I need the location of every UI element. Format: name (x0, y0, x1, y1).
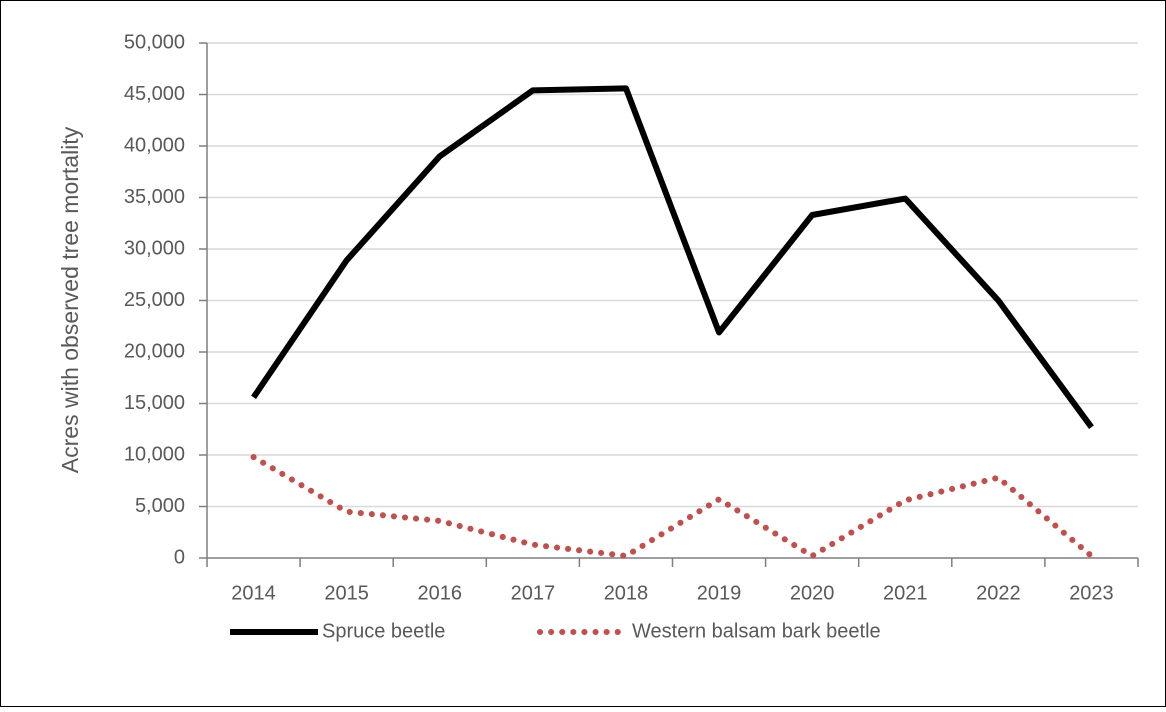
x-tick-label: 2023 (1069, 582, 1114, 604)
y-tick-label: 50,000 (124, 31, 185, 53)
y-tick-label: 40,000 (124, 134, 185, 156)
legend-label: Spruce beetle (322, 620, 445, 642)
y-tick-label: 45,000 (124, 83, 185, 105)
y-tick-label: 10,000 (124, 443, 185, 465)
legend-label: Western balsam bark beetle (632, 620, 881, 642)
y-tick-label: 15,000 (124, 392, 185, 414)
x-tick-label: 2014 (231, 582, 276, 604)
y-tick-label: 35,000 (124, 186, 185, 208)
y-tick-label: 25,000 (124, 289, 185, 311)
y-axis-title: Acres with observed tree mortality (57, 126, 83, 473)
x-tick-label: 2016 (418, 582, 463, 604)
y-tick-label: 20,000 (124, 340, 185, 362)
series-line (251, 85, 1094, 429)
x-tick-label: 2020 (790, 582, 835, 604)
x-tick-label: 2022 (976, 582, 1021, 604)
y-tick-label: 30,000 (124, 237, 185, 259)
y-tick-label: 0 (174, 546, 185, 568)
y-tick-label: 5,000 (135, 495, 185, 517)
x-tick-label: 2017 (511, 582, 556, 604)
x-tick-label: 2021 (883, 582, 928, 604)
x-tick-label: 2019 (697, 582, 742, 604)
x-tick-label: 2015 (324, 582, 369, 604)
series-line (250, 454, 1095, 560)
x-tick-label: 2018 (604, 582, 649, 604)
